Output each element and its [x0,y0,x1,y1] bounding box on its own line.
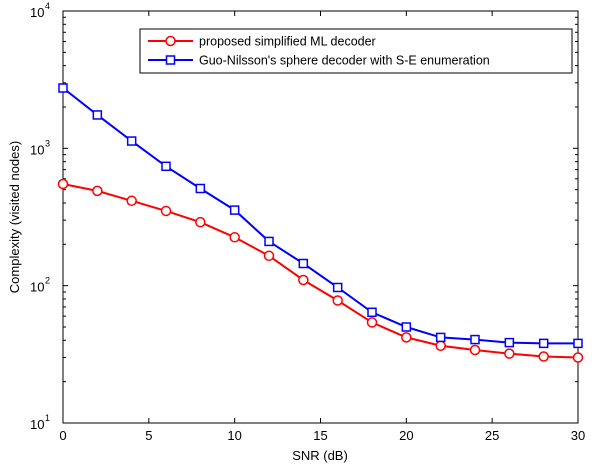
data-point-0 [298,274,309,286]
axis-ticks [62,10,579,424]
x-tick-label: 0 [59,428,66,443]
data-point-1 [332,282,343,293]
data-point-0 [92,185,103,197]
y-tick-base: 10 [30,142,44,157]
y-tick-base: 10 [30,417,44,432]
data-point-0 [332,295,343,306]
x-tick-label: 25 [485,428,499,443]
data-point-1 [92,110,103,120]
x-tick-label: 10 [227,428,241,443]
legend-marker-0 [165,35,176,47]
data-point-0 [572,352,584,363]
data-point-1 [195,183,206,194]
y-tick-base: 10 [30,280,44,295]
data-point-0 [263,250,275,262]
data-point-0 [435,340,446,352]
x-tick-label: 15 [313,428,327,443]
y-tick-label: 10 1 [30,413,50,432]
data-point-1 [504,337,515,348]
data-point-1 [401,322,412,332]
x-tick-label: 30 [571,428,585,443]
legend-label-0: proposed simplified ML decoder [199,35,376,49]
x-tick-labels: 0 5 10 15 20 25 30 [59,428,585,443]
data-point-0 [126,195,137,207]
x-axis-label: SNR (dB) [292,448,348,463]
plot-area [62,10,579,424]
data-point-1 [126,136,137,146]
data-point-0 [195,216,206,228]
y-tick-exponent: 4 [45,1,50,11]
series-group [57,83,584,363]
data-point-0 [469,344,481,356]
x-tick-label: 20 [399,428,413,443]
data-point-1 [58,83,68,93]
y-axis-label: Complexity (visited nodes) [7,141,22,293]
data-point-1 [538,338,549,349]
y-tick-exponent: 2 [45,276,50,286]
data-point-0 [504,348,515,359]
data-point-0 [229,232,240,243]
data-point-1 [470,334,480,345]
data-point-1 [573,338,583,349]
data-point-1 [264,236,274,247]
series-line-0 [62,183,579,359]
y-tick-exponent: 1 [45,413,50,423]
data-point-0 [401,332,412,343]
y-tick-label: 10 2 [30,276,50,295]
y-tick-exponent: 3 [45,138,50,148]
y-tick-label: 10 4 [30,1,50,20]
x-tick-label: 5 [145,428,152,443]
y-tick-base: 10 [30,5,44,20]
series-line-1 [62,87,578,345]
data-point-0 [160,205,172,217]
data-point-1 [435,332,446,343]
data-point-1 [367,307,377,318]
data-point-1 [229,205,240,215]
legend-label-1: Guo-Nilsson's sphere decoder with S-E en… [199,54,490,68]
legend-box [139,28,573,74]
data-point-0 [538,351,549,362]
data-point-1 [298,258,309,269]
y-tick-label: 10 3 [30,138,50,157]
legend: proposed simplified ML decoder Guo-Nilss… [139,28,573,74]
data-point-0 [57,178,69,190]
legend-marker-1 [165,55,176,65]
data-point-0 [366,317,378,328]
data-point-1 [161,161,171,172]
